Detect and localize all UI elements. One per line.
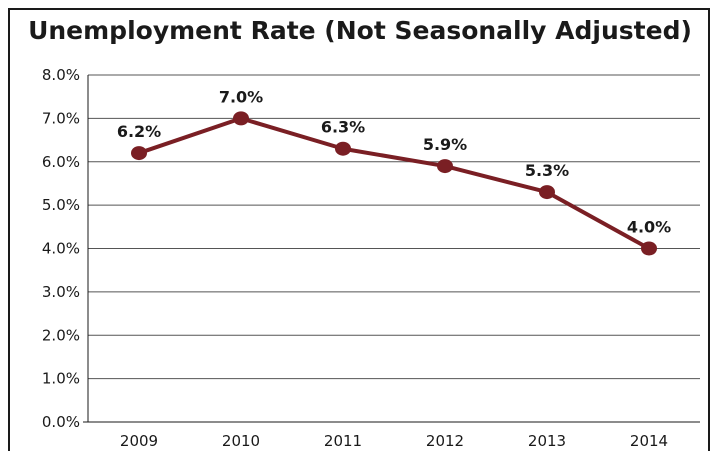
data-point bbox=[233, 111, 249, 126]
axes bbox=[83, 75, 700, 423]
series-line bbox=[138, 116, 650, 251]
x-axis-ticks: 2009 2010 2011 2012 2013 2014 bbox=[120, 432, 668, 450]
y-tick-label: 6.0% bbox=[42, 153, 80, 171]
data-labels: 6.2% 7.0% 6.3% 5.9% 5.3% 4.0% bbox=[117, 87, 671, 236]
chart-title: Unemployment Rate (Not Seasonally Adjust… bbox=[28, 16, 692, 45]
data-points bbox=[131, 111, 657, 256]
data-label: 6.3% bbox=[321, 118, 365, 137]
y-tick-label: 5.0% bbox=[42, 196, 80, 214]
gridlines bbox=[88, 74, 700, 380]
y-tick-label: 4.0% bbox=[42, 240, 80, 258]
data-label: 5.9% bbox=[423, 135, 467, 154]
y-tick-label: 0.0% bbox=[42, 413, 80, 431]
data-point bbox=[437, 159, 453, 174]
y-tick-label: 7.0% bbox=[42, 109, 80, 127]
data-label: 7.0% bbox=[219, 87, 263, 106]
x-tick-label: 2009 bbox=[120, 432, 158, 450]
data-label: 5.3% bbox=[525, 161, 569, 180]
data-label: 4.0% bbox=[627, 218, 671, 237]
y-tick-label: 3.0% bbox=[42, 283, 80, 301]
x-tick-label: 2011 bbox=[324, 432, 362, 450]
y-axis-ticks: 0.0% 1.0% 2.0% 3.0% 4.0% 5.0% 6.0% 7.0% 8.0% bbox=[42, 66, 80, 431]
y-tick-label: 8.0% bbox=[42, 66, 80, 84]
data-point bbox=[641, 241, 657, 256]
x-tick-label: 2012 bbox=[426, 432, 464, 450]
x-tick-label: 2010 bbox=[222, 432, 260, 450]
y-tick-label: 1.0% bbox=[42, 370, 80, 388]
data-point bbox=[131, 146, 147, 161]
x-tick-label: 2013 bbox=[528, 432, 566, 450]
y-tick-label: 2.0% bbox=[42, 326, 80, 344]
data-point bbox=[539, 185, 555, 200]
data-label: 6.2% bbox=[117, 122, 161, 141]
chart-frame bbox=[8, 8, 710, 451]
data-point bbox=[335, 141, 351, 156]
x-tick-label: 2014 bbox=[630, 432, 668, 450]
series-line-path bbox=[138, 116, 650, 251]
